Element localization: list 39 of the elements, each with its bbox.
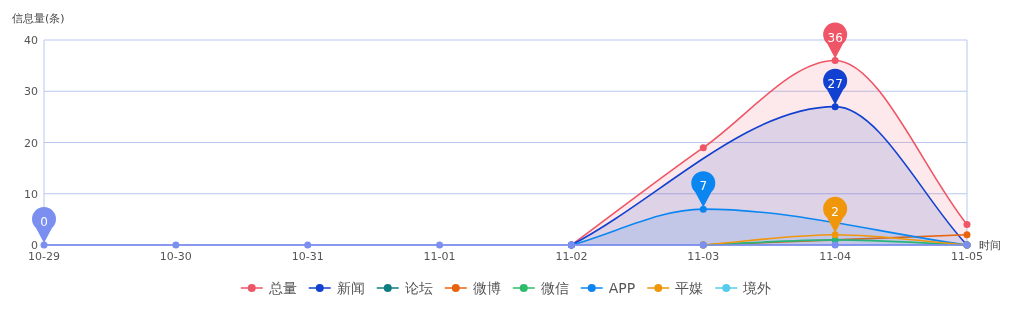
annotation: 2 (831, 204, 839, 219)
point (40, 241, 48, 249)
x-tick-label: 11-02 (555, 250, 588, 263)
annotation: 27 (827, 76, 843, 91)
x-tick-label: 11-05 (951, 250, 983, 263)
legend-label: APP (608, 280, 636, 296)
annotation: 36 (827, 30, 843, 45)
point (831, 103, 839, 111)
y-axis-title: 信息量(条) (12, 12, 65, 25)
point (963, 231, 971, 239)
legend-label: 微信 (540, 280, 569, 296)
y-tick-label: 20 (24, 136, 38, 150)
annotation: 0 (40, 215, 48, 229)
x-tick-label: 10-30 (159, 250, 192, 263)
legend-label: 论坛 (404, 280, 433, 296)
legend-label: 微博 (472, 280, 501, 296)
point (831, 231, 839, 239)
point (831, 57, 839, 64)
y-tick-label: 40 (24, 34, 38, 47)
point (304, 241, 312, 249)
x-tick-label: 10-31 (291, 250, 324, 263)
x-tick-label: 10-29 (28, 250, 60, 263)
y-tick-label: 30 (24, 85, 38, 99)
point (436, 241, 444, 249)
x-tick-label: 11-03 (687, 250, 720, 263)
legend-label: 境外 (742, 280, 772, 296)
point (831, 241, 839, 249)
y-tick-label: 10 (24, 187, 38, 201)
x-axis-title: 时间 (979, 239, 1001, 252)
legend-label: 总量 (267, 280, 297, 296)
annotation: 7 (699, 179, 708, 194)
x-tick-label: 11-04 (819, 250, 852, 263)
point (699, 205, 707, 213)
point (172, 241, 180, 249)
point (699, 144, 707, 152)
legend-label: 新闻 (336, 280, 365, 296)
point (963, 221, 971, 228)
legend-label: 平媒 (675, 280, 704, 296)
x-tick-label: 11-01 (423, 250, 456, 263)
